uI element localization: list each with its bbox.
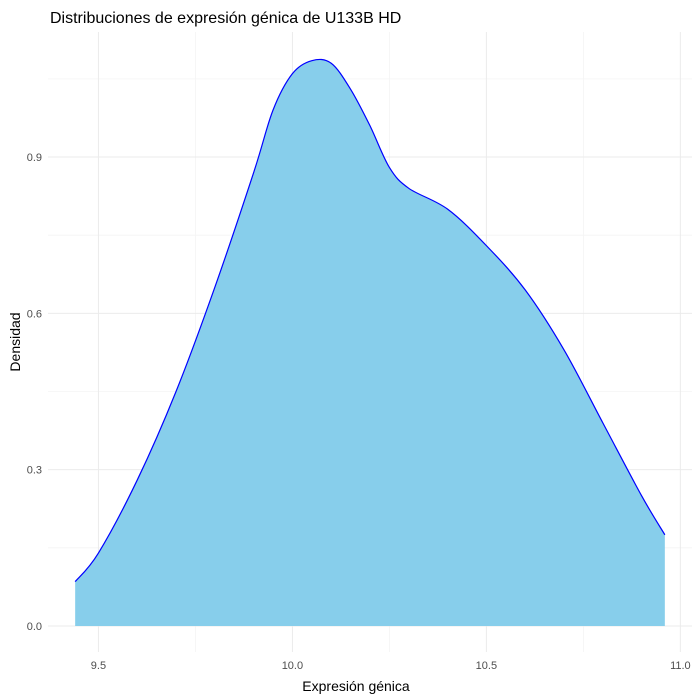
y-tick-label: 0.9 <box>27 152 42 164</box>
density-area <box>75 59 665 626</box>
x-tick-label: 9.5 <box>91 660 106 672</box>
y-axis-ticks: 0.0 0.3 0.6 0.9 <box>27 152 42 633</box>
plot-area <box>74 58 666 626</box>
x-tick-label: 10.5 <box>476 660 497 672</box>
y-axis-label: Densidad <box>7 312 23 371</box>
chart-title: Distribuciones de expresión génica de U1… <box>50 10 401 27</box>
x-tick-label: 10.0 <box>282 660 303 672</box>
y-tick-label: 0.6 <box>27 308 42 320</box>
x-axis-ticks: 9.5 10.0 10.5 11.0 <box>91 660 691 672</box>
density-line <box>74 58 666 583</box>
x-axis-label: Expresión génica <box>302 678 410 694</box>
y-tick-label: 0.0 <box>27 621 42 633</box>
x-tick-label: 11.0 <box>670 660 691 672</box>
y-tick-label: 0.3 <box>27 465 42 477</box>
